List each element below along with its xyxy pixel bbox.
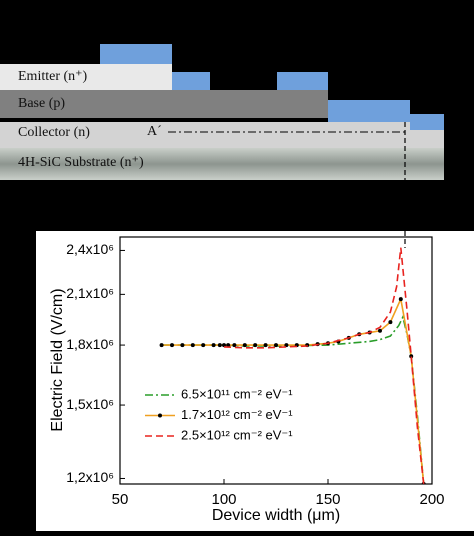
y-tick-label: 1,8x10⁶ [66,336,114,352]
layer-label: 4H-SiC Substrate (n⁺) [18,155,144,170]
plot-area [159,247,426,484]
layer-label: Emitter (n⁺) [18,69,88,84]
y-tick-label: 2,4x10⁶ [66,241,114,257]
legend-label: 2.5×10¹² cm⁻² eV⁻¹ [181,427,293,442]
legend-label: 6.5×10¹¹ cm⁻² eV⁻¹ [181,386,293,401]
data-point [284,343,289,348]
data-point [409,354,414,359]
base-contact [172,72,210,90]
data-point [211,343,216,348]
collector-contact [328,100,410,122]
emitter-layer [0,64,172,90]
y-tick-label: 1,5x10⁶ [66,396,114,412]
data-point [180,343,185,348]
chart-background [36,231,474,531]
series-line [223,247,425,484]
data-point [378,328,382,333]
base-layer [0,90,328,118]
collector-contact [410,114,444,130]
x-tick-label: 50 [112,491,129,508]
series-line [161,314,425,484]
data-point [388,320,393,325]
y-axis-title: Electric Field (V/cm) [49,288,66,431]
series-line [161,296,425,484]
x-tick-label: 100 [211,491,236,508]
data-point [398,297,403,302]
data-point [201,343,206,348]
legend-label: 1.7×10¹² cm⁻² eV⁻¹ [181,407,293,422]
plot-frame [119,236,433,485]
data-point [159,343,164,348]
y-tick-label: 1,2x10⁶ [66,469,114,485]
x-tick-label: 200 [419,491,444,508]
data-point [242,343,247,348]
data-point [170,343,174,348]
base-contact [277,72,328,90]
x-tick-label: 150 [315,491,340,508]
data-point [226,343,231,348]
legend-swatch [158,413,162,418]
layer-label: Base (p) [18,96,65,111]
emitter-contact [100,44,172,64]
data-point [274,343,278,348]
layer-label: Collector (n) [18,125,90,140]
data-point [232,343,237,348]
y-tick-label: 2,1x10⁶ [66,285,114,301]
data-point [190,343,195,348]
data-point [253,343,258,348]
substrate-layer [0,148,444,180]
data-point [217,343,222,348]
data-point [263,343,268,348]
collector-layer [0,122,444,148]
device-diagram: Emitter (n⁺) Base (p) Collector (n) 4H-S… [0,44,444,248]
data-point [222,343,226,348]
x-axis-title: Device width (μm) [212,507,340,524]
cut-label: A´ [147,124,162,139]
